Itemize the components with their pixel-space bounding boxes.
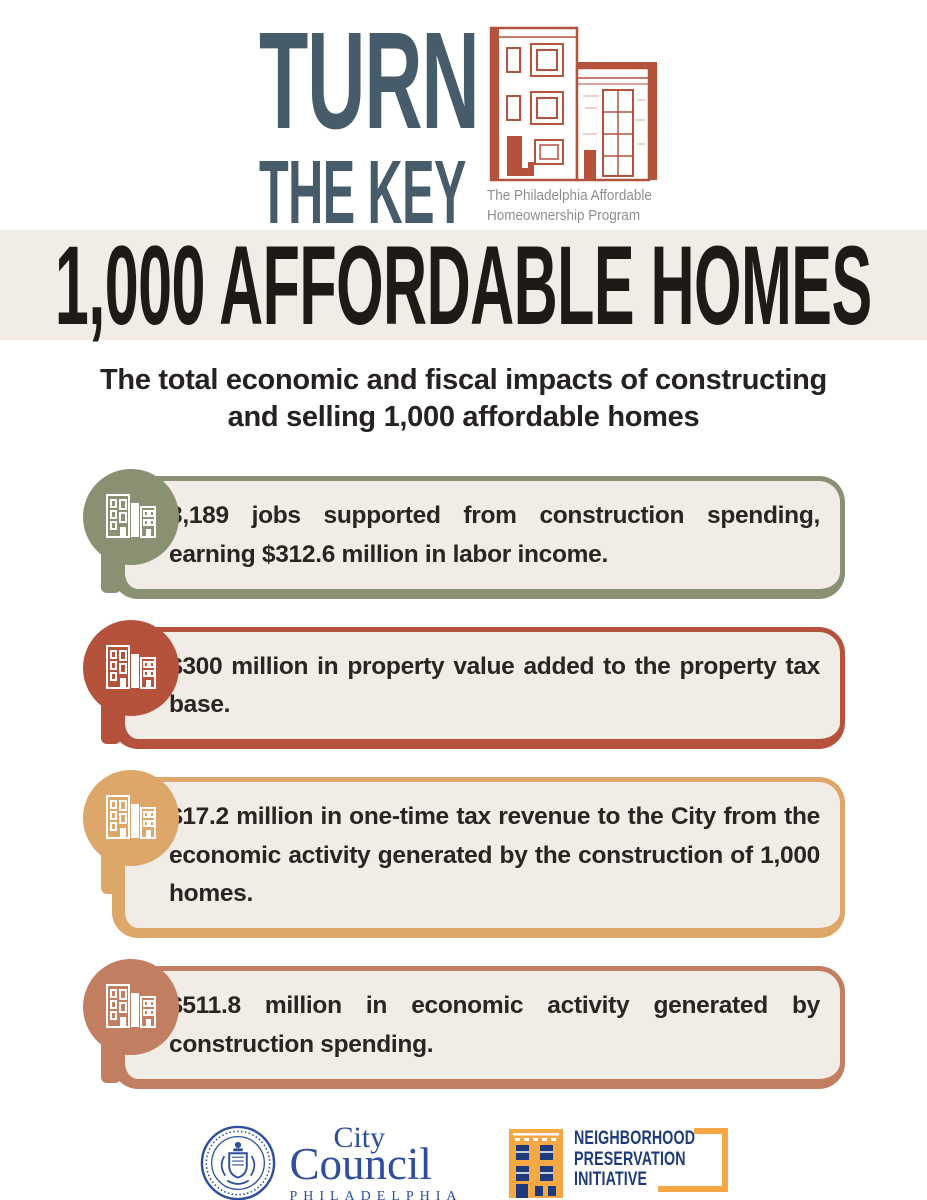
npi-word-preservation: PRESERVATION [573, 1147, 686, 1170]
intro-line2: and selling 1,000 affordable homes [227, 401, 700, 434]
rowhouses-icon [106, 494, 156, 539]
npi-logo: NEIGHBORHOOD PRESERVATION INITIATIVE [507, 1126, 728, 1200]
card-badge [83, 959, 179, 1084]
impact-card-jobs: 3,189 jobs supported from construction s… [83, 469, 845, 599]
city-council-wordmark: City Council PHILADELPHIA [289, 1121, 462, 1200]
npi-bracket [693, 1127, 728, 1134]
city-council-logo: City Council PHILADELPHIA [199, 1121, 462, 1200]
header-logo: TURN THE KEY [0, 0, 927, 238]
program-name: The Philadelphia Affordable Homeownershi… [487, 186, 669, 225]
card-text: $17.2 million in one-time tax revenue to… [169, 803, 820, 908]
city-council-word-city: City [333, 1120, 386, 1154]
logo-title: TURN THE KEY [258, 4, 480, 238]
card-badge [83, 619, 179, 744]
intro-line1: The total economic and fiscal impacts of… [100, 364, 827, 396]
npi-wordmark: NEIGHBORHOOD PRESERVATION INITIATIVE [573, 1126, 695, 1191]
program-name-line2: Homeownership Program [486, 206, 640, 224]
logo-title-line1: TURN [258, 4, 480, 158]
impact-cards: 3,189 jobs supported from construction s… [0, 469, 927, 1089]
philadelphia-label: PHILADELPHIA [289, 1188, 463, 1200]
card-text: 3,189 jobs supported from construction s… [169, 502, 820, 568]
intro-text: The total economic and fiscal impacts of… [0, 362, 927, 436]
card-text: $300 million in property value added to … [169, 652, 820, 719]
banner: 1,000 AFFORDABLE HOMES [0, 223, 927, 348]
page-title: 1,000 AFFORDABLE HOMES [55, 222, 872, 348]
npi-word-initiative: INITIATIVE [573, 1168, 647, 1191]
impact-card-tax-revenue: $17.2 million in one-time tax revenue to… [83, 770, 845, 939]
card-badge [83, 770, 179, 895]
card-badge [83, 469, 179, 594]
npi-word-neighborhood: NEIGHBORHOOD [573, 1126, 695, 1149]
npi-bracket [721, 1127, 728, 1192]
footer: City Council PHILADELPHIA [0, 1121, 927, 1200]
city-council-word-council: Council [289, 1138, 432, 1189]
npi-building-icon [508, 1128, 563, 1198]
card-text: $511.8 million in economic activity gene… [169, 992, 820, 1058]
impact-card-economic-activity: $511.8 million in economic activity gene… [83, 959, 845, 1089]
rowhouses-icon [106, 984, 156, 1029]
program-name-line1: The Philadelphia Affordable [486, 187, 652, 204]
logo-illustration-block: The Philadelphia Affordable Homeownershi… [487, 24, 669, 225]
npi-bracket [657, 1185, 728, 1192]
impact-card-property-value: $300 million in property value added to … [83, 619, 845, 750]
rowhouses-icon [106, 795, 156, 840]
rowhouses-icon [106, 644, 156, 689]
rowhouses-illustration [489, 26, 657, 182]
city-council-seal-icon [201, 1125, 276, 1200]
